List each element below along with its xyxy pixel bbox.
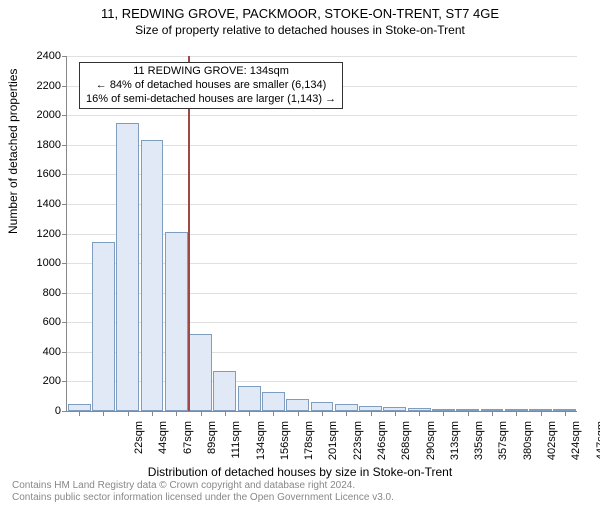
y-tick-label: 1000: [37, 257, 61, 269]
y-tick-label: 2200: [37, 80, 61, 92]
x-tick-mark: [298, 411, 299, 416]
y-tick-label: 1200: [37, 228, 61, 240]
histogram-bar: [189, 334, 212, 411]
histogram-bar: [116, 123, 139, 411]
x-tick-mark: [273, 411, 274, 416]
gridline: [67, 56, 577, 57]
y-tick-label: 400: [43, 346, 61, 358]
y-tick-mark: [62, 352, 67, 353]
histogram-bar: [92, 242, 115, 411]
x-tick-mark: [225, 411, 226, 416]
annotation-line1: 11 REDWING GROVE: 134sqm: [86, 65, 336, 79]
x-tick-mark: [322, 411, 323, 416]
y-tick-mark: [62, 115, 67, 116]
y-tick-label: 0: [55, 405, 61, 417]
histogram-bar: [262, 392, 285, 411]
x-axis-label: Distribution of detached houses by size …: [0, 465, 600, 479]
y-tick-label: 200: [43, 375, 61, 387]
x-tick-mark: [128, 411, 129, 416]
y-tick-mark: [62, 145, 67, 146]
y-tick-label: 2400: [37, 50, 61, 62]
y-tick-mark: [62, 204, 67, 205]
x-tick-mark: [468, 411, 469, 416]
y-axis-label: Number of detached properties: [6, 69, 20, 234]
annotation-line3: 16% of semi-detached houses are larger (…: [86, 93, 336, 107]
x-tick-mark: [541, 411, 542, 416]
reference-marker-line: [188, 56, 190, 411]
y-tick-mark: [62, 86, 67, 87]
y-tick-mark: [62, 322, 67, 323]
x-tick-mark: [103, 411, 104, 416]
x-tick-mark: [395, 411, 396, 416]
histogram-bar: [213, 371, 236, 411]
gridline: [67, 115, 577, 116]
histogram-bar: [335, 404, 358, 411]
y-tick-label: 600: [43, 316, 61, 328]
x-tick-mark: [152, 411, 153, 416]
x-tick-mark: [346, 411, 347, 416]
histogram-bar: [238, 386, 261, 411]
x-tick-mark: [565, 411, 566, 416]
annotation-callout: 11 REDWING GROVE: 134sqm← 84% of detache…: [79, 62, 343, 109]
histogram-bar: [311, 402, 334, 411]
y-tick-mark: [62, 381, 67, 382]
x-tick-mark: [492, 411, 493, 416]
footer-line1: Contains HM Land Registry data © Crown c…: [12, 480, 394, 492]
page-subtitle: Size of property relative to detached ho…: [0, 23, 600, 37]
histogram-bar: [68, 404, 91, 411]
page-title: 11, REDWING GROVE, PACKMOOR, STOKE-ON-TR…: [0, 6, 600, 21]
histogram-bar: [286, 399, 309, 411]
x-tick-mark: [176, 411, 177, 416]
x-tick-mark: [79, 411, 80, 416]
footer-line2: Contains public sector information licen…: [12, 492, 394, 504]
chart-plot-area: 0200400600800100012001400160018002000220…: [66, 56, 577, 412]
x-tick-mark: [443, 411, 444, 416]
histogram-bar: [165, 232, 188, 411]
y-tick-label: 1400: [37, 198, 61, 210]
y-tick-mark: [62, 174, 67, 175]
x-tick-mark: [249, 411, 250, 416]
y-tick-mark: [62, 293, 67, 294]
annotation-line2: ← 84% of detached houses are smaller (6,…: [86, 79, 336, 93]
y-tick-label: 2000: [37, 109, 61, 121]
y-tick-mark: [62, 234, 67, 235]
x-tick-mark: [516, 411, 517, 416]
y-tick-mark: [62, 56, 67, 57]
y-tick-mark: [62, 411, 67, 412]
y-tick-label: 1800: [37, 139, 61, 151]
x-tick-mark: [419, 411, 420, 416]
y-tick-label: 1600: [37, 168, 61, 180]
y-tick-label: 800: [43, 287, 61, 299]
x-tick-mark: [371, 411, 372, 416]
histogram-bar: [141, 140, 164, 411]
y-tick-mark: [62, 263, 67, 264]
x-tick-mark: [201, 411, 202, 416]
